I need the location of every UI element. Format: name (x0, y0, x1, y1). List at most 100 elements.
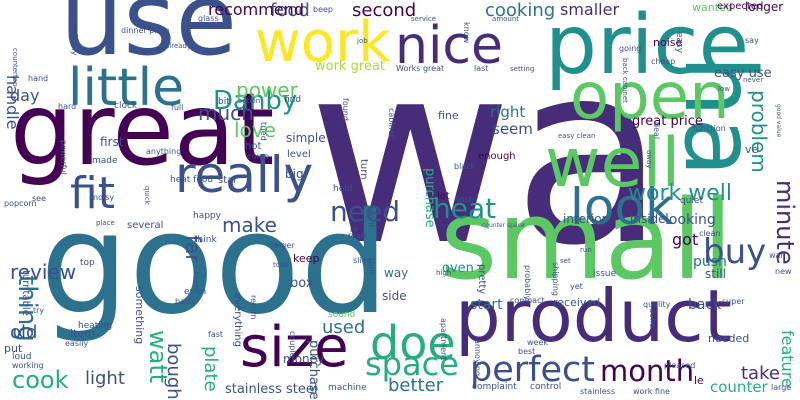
word-turn: turn (358, 159, 369, 180)
word-issue: issue (593, 269, 617, 279)
word-put: put (4, 342, 23, 355)
word-basic: basic (175, 297, 196, 306)
word-easy: easy (674, 32, 684, 54)
word-problem: problem (747, 90, 771, 173)
word-first: first (100, 135, 124, 149)
word-noisy: noisy (93, 193, 115, 202)
word-job: job (357, 37, 368, 45)
word-oven: oven (442, 261, 474, 276)
word-try: try (33, 306, 45, 315)
word-start: start (470, 297, 503, 313)
word-fast: fast (208, 330, 224, 339)
word-ve: ve (745, 143, 759, 156)
word-find: find (284, 95, 302, 105)
word-super: super (722, 297, 745, 306)
word-product: product (455, 274, 732, 358)
word-wanted: wanted (692, 1, 733, 14)
word-longer: longer (745, 0, 784, 14)
word-work: work (255, 10, 391, 75)
word-still: still (705, 267, 726, 281)
word-tried: tried (259, 122, 268, 141)
word-received: received (553, 296, 601, 309)
word-clean: clean (699, 229, 721, 238)
word-stainless-steel: stainless steel (225, 382, 318, 397)
word-function: function (693, 124, 726, 133)
word-lot: lot (437, 191, 450, 202)
word-small: small (440, 176, 733, 304)
word-great: great (10, 71, 275, 188)
word-probably: probably (523, 265, 532, 301)
word-last: last (474, 64, 489, 73)
word-star: star (218, 175, 238, 186)
word-simple: simple (286, 131, 326, 145)
word-interior: interior (563, 212, 607, 226)
word-working: working (12, 361, 44, 370)
word-cook: cook (12, 366, 69, 394)
word-back-cabinet: back cabinet (621, 58, 629, 103)
word-easy-use: easy use (714, 66, 772, 81)
word-space: space (365, 345, 459, 383)
word-perfect: perfect (470, 350, 595, 390)
word-control: control (530, 382, 562, 392)
word-work-fine: work fine (633, 387, 670, 396)
word-noise: noise (653, 36, 683, 49)
word-loud: loud (12, 352, 32, 362)
word-something: something (133, 286, 146, 345)
word-purchase: purchase (422, 168, 437, 228)
word-box: box (290, 276, 314, 291)
word-deal: deal (652, 122, 661, 140)
word-open: open (570, 60, 730, 134)
word-made: made (92, 156, 118, 166)
word-week: week (527, 338, 549, 347)
word-option: option (238, 97, 261, 105)
word-quality: quality (643, 300, 671, 309)
word-slide: slide (353, 256, 372, 265)
word-use: use (60, 0, 238, 78)
word-counter: counter (710, 378, 768, 396)
word-needed: needed (708, 332, 750, 345)
word-feature: feature (778, 330, 797, 388)
word-food: food (270, 0, 310, 21)
word-full: full (171, 103, 184, 112)
word-place: place (96, 219, 115, 227)
word-great-price: great price (632, 114, 703, 129)
word-expected: expected (717, 1, 764, 12)
word-pleased: pleased (664, 361, 696, 370)
word-hold: hold (333, 184, 353, 194)
word-seem: seem (492, 120, 533, 138)
word-low: low (718, 85, 730, 93)
word-took: took (273, 261, 289, 269)
word-size: size (240, 315, 349, 380)
word-away: away (645, 150, 653, 169)
word-side: side (382, 289, 407, 303)
word-service: service (411, 15, 437, 23)
word-beep: beep (313, 5, 333, 14)
word-push: push (693, 254, 727, 270)
word-wall: wall (769, 251, 785, 260)
word-smaller: smaller (560, 0, 620, 19)
word-clock: clock (114, 101, 138, 111)
word-pretty: pretty (476, 264, 487, 295)
word-popcorn: popcorn (4, 199, 37, 208)
word-day: day (10, 86, 40, 105)
word-cooking: cooking (485, 0, 556, 21)
word-top: top (80, 258, 95, 268)
word-big: big (285, 167, 304, 181)
word-bought: bought (163, 343, 184, 400)
word-read: read (348, 231, 367, 240)
word-machine: machine (328, 383, 367, 393)
word-counter-space: counter space (482, 222, 525, 229)
word-everything: everything (232, 293, 243, 347)
word-run: run (580, 246, 592, 254)
word-countertop: countertop (11, 48, 19, 87)
word-turn: turn (367, 258, 376, 275)
word-well: well (545, 124, 681, 203)
word-price: price (545, 0, 750, 93)
word-level: level (287, 149, 311, 160)
word-cheap: cheap (651, 57, 676, 66)
word-old: old (10, 322, 38, 343)
word-item: item (70, 327, 95, 340)
word-heating: heating (78, 321, 113, 331)
word-bit: bit (218, 97, 230, 107)
